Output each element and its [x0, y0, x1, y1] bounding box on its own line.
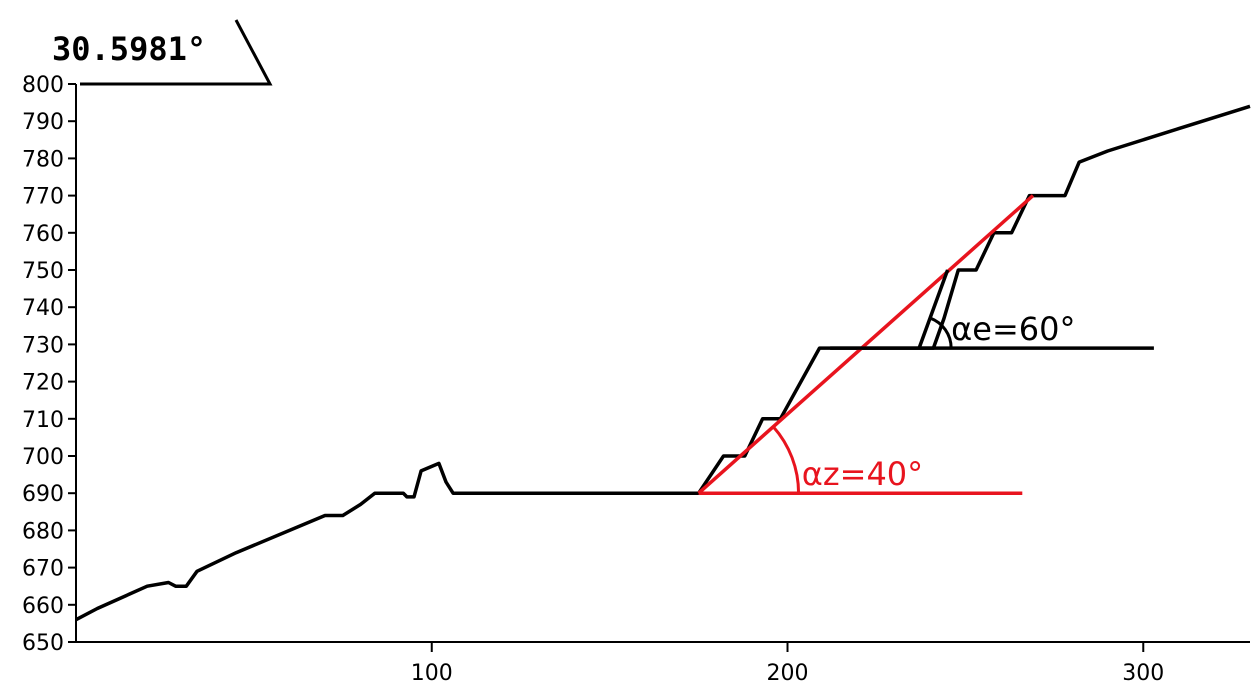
- y-tick-label: 690: [22, 482, 64, 507]
- readout-value: 30.5981°: [52, 30, 206, 68]
- y-tick-label: 790: [22, 110, 64, 135]
- alpha-e-arc: [929, 316, 953, 349]
- annotation-line: [917, 269, 950, 349]
- y-tick-label: 720: [22, 371, 64, 396]
- y-tick-label: 730: [22, 333, 64, 358]
- y-tick-label: 660: [22, 594, 64, 619]
- y-tick-label: 770: [22, 185, 64, 210]
- y-tick-label: 650: [22, 631, 64, 656]
- y-tick-label: 780: [22, 147, 64, 172]
- series-layer: [75, 104, 1251, 622]
- y-tick-label: 670: [22, 557, 64, 582]
- y-tick-label: 740: [22, 296, 64, 321]
- y-tick-label: 710: [22, 408, 64, 433]
- angle-label: αz=40°: [802, 455, 923, 493]
- axes: 650 660 670 680 690 700 710 720 730 740 750 760 770 7…: [22, 73, 1250, 684]
- angle-label: αe=60°: [951, 310, 1075, 348]
- y-tick-label: 750: [22, 259, 64, 284]
- y-tick-label: 760: [22, 222, 64, 247]
- terrain-profile-line: [75, 104, 1251, 622]
- annotation-layer: αz=40° αe=60°: [697, 194, 1154, 495]
- x-tick-label: 200: [767, 661, 809, 684]
- alpha-z-arc: [772, 425, 801, 494]
- y-tick-label: 800: [22, 73, 64, 98]
- annotation-line: [697, 194, 1035, 495]
- y-tick-label: 680: [22, 519, 64, 544]
- x-tick-label: 100: [411, 661, 453, 684]
- x-tick-label: 300: [1122, 661, 1164, 684]
- readout-frame: [80, 19, 273, 86]
- y-tick-label: 700: [22, 445, 64, 470]
- angle-readout: 30.5981°: [52, 19, 273, 86]
